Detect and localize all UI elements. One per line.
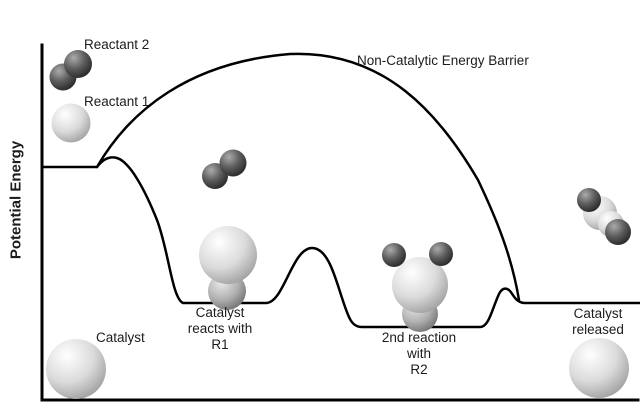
- r2-molecule-icon: [202, 149, 247, 189]
- catalyst-r1-complex-icon: [199, 226, 257, 310]
- second-reaction-r2-label: 2nd reaction with R2: [381, 330, 457, 378]
- catalyst-label: Catalyst: [96, 330, 145, 345]
- product-molecule-icon: [577, 188, 631, 245]
- catalyst-r1-r2-complex-icon: [382, 242, 453, 332]
- non-catalytic-energy-curve: [95, 52, 521, 302]
- y-axis-label: Potential Energy: [7, 140, 25, 260]
- reactant2-molecule-icon: [49, 50, 92, 91]
- reactant2-label: Reactant 2: [84, 37, 150, 52]
- catalyst-released-label: Catalyst released: [572, 306, 624, 338]
- axes: [40, 43, 640, 402]
- reactant1-molecule-icon: [51, 103, 91, 143]
- catalytic-energy-curve: [40, 156, 640, 329]
- catalyst-released-sphere-icon: [569, 338, 629, 398]
- reactant1-label: Reactant 1: [84, 94, 150, 109]
- non-catalytic-barrier-label: Non-Catalytic Energy Barrier: [357, 53, 529, 68]
- catalyst-sphere-icon: [46, 339, 106, 399]
- catalyst-reacts-r1-label: Catalyst reacts with R1: [187, 305, 253, 353]
